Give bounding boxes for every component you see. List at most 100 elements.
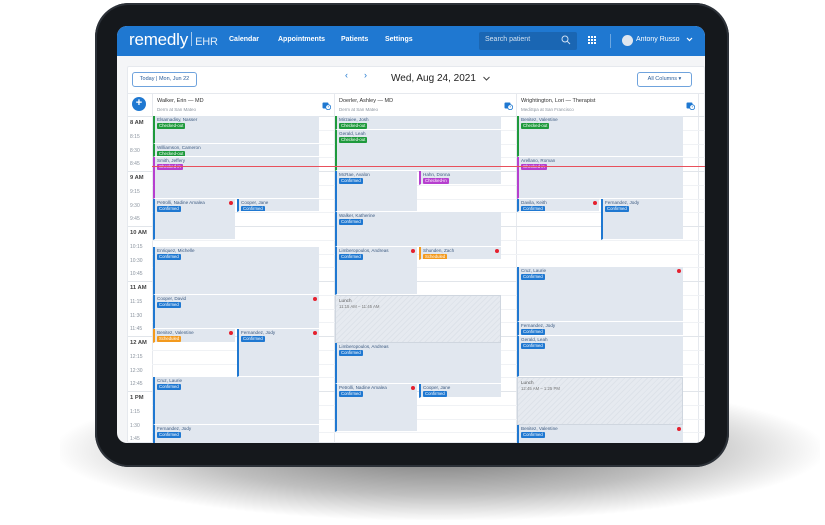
- patient-name: Cooper, Jane: [423, 385, 451, 391]
- appointment-card[interactable]: Limberopoulos, Andreas Confirmed: [335, 342, 501, 385]
- time-label: 12:45: [130, 381, 143, 388]
- appointment-card[interactable]: Gerald, Leah Checked-out: [335, 129, 501, 171]
- prev-day-button[interactable]: ‹: [345, 70, 348, 80]
- today-button[interactable]: Today | Mon, Jun 22: [132, 72, 197, 87]
- patient-name: Williamson, Cameron: [157, 144, 201, 150]
- search-placeholder: Search patient: [485, 36, 531, 43]
- appointment-card[interactable]: Petrolli, Nadine Amalea Confirmed: [153, 198, 235, 240]
- time-label: 11:15: [130, 298, 143, 305]
- status-badge: Confirmed: [521, 329, 545, 336]
- patient-name: Fernandez, Jody: [605, 199, 640, 205]
- appointment-card[interactable]: Cooper, Jane Confirmed: [237, 198, 319, 213]
- appointment-card[interactable]: Hahn, Donna Checked-in: [419, 171, 501, 185]
- calendar-clock-icon[interactable]: [504, 101, 513, 110]
- appointment-card[interactable]: Cruz, Laurie Confirmed: [153, 377, 319, 426]
- calendar-clock-icon[interactable]: [322, 101, 331, 110]
- appointment-card[interactable]: Limberopoulos, Andreas Confirmed: [335, 246, 417, 295]
- slot-line: [152, 432, 705, 434]
- chevron-down-icon[interactable]: [685, 35, 694, 44]
- current-time-indicator: [152, 165, 705, 167]
- appointment-card[interactable]: Shunden, Zach Scheduled: [419, 246, 501, 261]
- appointment-card[interactable]: Cooper, Jane Confirmed: [419, 384, 501, 398]
- appointment-card[interactable]: Benitez, Valentine Scheduled: [153, 329, 235, 343]
- appointment-card[interactable]: Gerald, Leah Confirmed: [517, 336, 683, 378]
- appointment-card[interactable]: Benitez, Valentine Checked-out: [517, 116, 683, 158]
- appointment-card[interactable]: Williamson, Cameron Checked-out: [153, 143, 319, 158]
- time-label: 11 AM: [130, 285, 147, 291]
- alert-dot-icon: [313, 296, 317, 301]
- status-badge: Confirmed: [157, 384, 181, 391]
- nav-link-appointments[interactable]: Appointments: [278, 36, 326, 43]
- status-badge: Scheduled: [423, 253, 448, 260]
- status-badge: Confirmed: [241, 336, 265, 343]
- time-label: 8:30: [130, 147, 140, 154]
- patient-name: Petrolli, Nadine Amalea: [339, 385, 387, 391]
- appointment-card[interactable]: Fernandez, Jody Confirmed: [517, 322, 683, 336]
- status-badge: Checked-out: [157, 150, 186, 157]
- time-label: 10:15: [130, 243, 143, 250]
- appointment-card[interactable]: Cooper, David Confirmed: [153, 294, 319, 330]
- provider-location: Derm at San Mateo: [339, 107, 379, 112]
- time-label: 8:45: [130, 161, 140, 168]
- appointment-card[interactable]: Petrolli, Nadine Amalea Confirmed: [335, 384, 417, 433]
- column-divider: [334, 94, 335, 443]
- top-nav: remedly EHR Calendar Appointments Patients S…: [117, 26, 705, 56]
- appointment-card[interactable]: Smith, Jeffery Checked-in: [153, 157, 319, 199]
- patient-name: Enriquez, Michelle: [157, 247, 195, 253]
- appointment-card[interactable]: Arellano, Roman Checked-in: [517, 157, 683, 199]
- avatar[interactable]: [622, 35, 633, 46]
- provider-column-header: Wrightington, Lori — Therapist MediSpa at…: [516, 94, 698, 116]
- current-date[interactable]: Wed, Aug 24, 2021: [391, 73, 476, 84]
- patient-name: Benitez, Valentine: [521, 117, 558, 122]
- logo[interactable]: remedly EHR: [129, 30, 218, 50]
- status-badge: Checked-out: [339, 123, 368, 129]
- status-badge: Confirmed: [339, 391, 363, 398]
- chevron-down-icon[interactable]: [482, 74, 491, 83]
- lunch-break-block[interactable]: Lunch 12:45 AM – 1:25 PM: [517, 377, 683, 426]
- appointment-card[interactable]: Mirzaiee, Josh Checked-out: [335, 116, 501, 130]
- appointment-card[interactable]: McRae, Avalon Confirmed: [335, 171, 417, 213]
- next-day-button[interactable]: ›: [364, 70, 367, 80]
- appointment-card[interactable]: Elsamadisy, Nasser Checked-out: [153, 116, 319, 144]
- alert-dot-icon: [593, 200, 597, 205]
- divider: [128, 93, 705, 94]
- status-badge: Confirmed: [339, 219, 363, 226]
- status-badge: Confirmed: [339, 253, 363, 260]
- slot-line: [152, 184, 705, 186]
- columns-dropdown[interactable]: All Columns ▾: [637, 72, 692, 87]
- appointment-card[interactable]: Enriquez, Michelle Confirmed: [153, 246, 319, 295]
- patient-name: Petrolli, Nadine Amalea: [157, 199, 205, 205]
- appointment-card[interactable]: Fernandez, Jody Confirmed: [153, 425, 319, 443]
- slot-line: [152, 404, 705, 406]
- column-divider: [698, 94, 699, 443]
- status-badge: Confirmed: [241, 205, 265, 212]
- appointment-card[interactable]: Davila, Keith Confirmed: [517, 198, 599, 213]
- lunch-break-block[interactable]: Lunch 11:15 AM – 11:45 AM: [335, 294, 501, 343]
- appointment-card[interactable]: Fernandez, Jody Confirmed: [601, 198, 683, 240]
- appointment-card[interactable]: Benitez, Valentine Confirmed: [517, 425, 683, 443]
- time-label: 11:30: [130, 312, 143, 319]
- calendar-clock-icon[interactable]: [686, 101, 695, 110]
- appointment-card[interactable]: Walker, Katherine Confirmed: [335, 212, 501, 247]
- alert-dot-icon: [677, 269, 681, 274]
- time-label: 12:15: [130, 353, 143, 360]
- time-label: 10:45: [130, 271, 143, 278]
- add-appointment-button[interactable]: +: [132, 97, 146, 111]
- patient-name: Limberopoulos, Andreas: [339, 247, 389, 253]
- nav-link-patients[interactable]: Patients: [341, 36, 369, 43]
- appointment-card[interactable]: Fernandez, Jody Confirmed: [237, 329, 319, 378]
- patient-name: Elsamadisy, Nasser: [157, 117, 198, 122]
- nav-link-calendar[interactable]: Calendar: [229, 36, 259, 43]
- appointment-card[interactable]: Cruz, Laurie Confirmed: [517, 267, 683, 323]
- time-label: 9:30: [130, 202, 140, 209]
- provider-column-header: Doerler, Ashley — MD Derm at San Mateo: [334, 94, 516, 116]
- time-label: 11:45: [130, 326, 143, 333]
- user-name[interactable]: Antony Russo: [636, 36, 680, 43]
- provider-column-header: Walker, Erin — MD Derm at San Mateo: [152, 94, 334, 116]
- status-badge: Scheduled: [157, 336, 182, 342]
- search-input[interactable]: Search patient: [479, 32, 577, 50]
- search-icon[interactable]: [561, 35, 571, 45]
- status-badge: Confirmed: [521, 343, 545, 349]
- apps-grid-icon[interactable]: [588, 36, 597, 45]
- nav-link-settings[interactable]: Settings: [385, 36, 413, 43]
